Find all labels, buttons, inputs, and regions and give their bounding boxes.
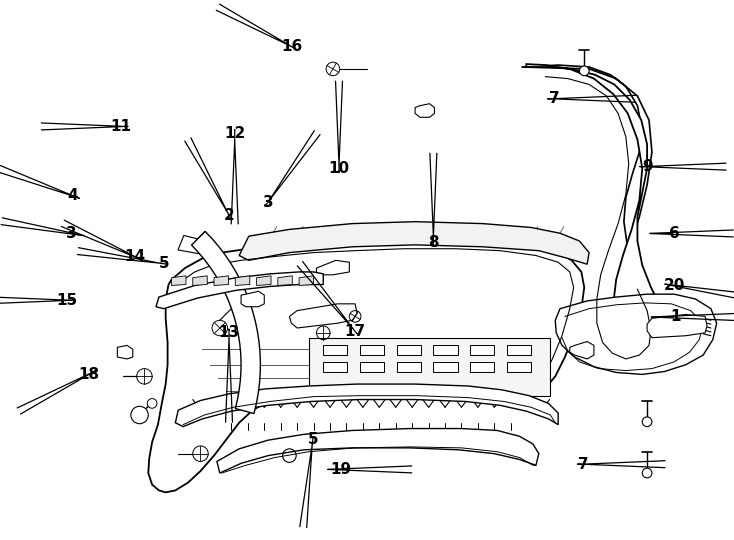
Polygon shape	[507, 346, 531, 355]
Text: 2: 2	[224, 208, 234, 222]
Polygon shape	[117, 346, 133, 359]
Text: 14: 14	[125, 249, 146, 265]
Polygon shape	[323, 362, 347, 372]
Text: 10: 10	[328, 161, 349, 176]
Text: 19: 19	[330, 462, 352, 477]
Circle shape	[642, 417, 652, 427]
Polygon shape	[299, 276, 313, 286]
Polygon shape	[193, 276, 207, 286]
Polygon shape	[277, 276, 292, 286]
Polygon shape	[470, 362, 495, 372]
Polygon shape	[236, 276, 250, 286]
Text: 11: 11	[111, 119, 131, 134]
Text: 17: 17	[345, 324, 366, 339]
Polygon shape	[316, 260, 349, 275]
Polygon shape	[239, 221, 589, 264]
Polygon shape	[434, 362, 457, 372]
Polygon shape	[178, 235, 205, 255]
Circle shape	[642, 468, 652, 478]
Polygon shape	[521, 65, 658, 349]
Polygon shape	[507, 362, 531, 372]
Text: 15: 15	[57, 293, 78, 308]
Polygon shape	[192, 232, 261, 414]
Text: 9: 9	[642, 159, 653, 174]
Text: 18: 18	[78, 367, 99, 382]
Text: 3: 3	[66, 226, 77, 241]
Polygon shape	[647, 314, 707, 338]
Polygon shape	[555, 294, 716, 374]
Polygon shape	[172, 276, 186, 286]
Polygon shape	[156, 272, 323, 309]
Text: 20: 20	[664, 278, 686, 293]
Polygon shape	[470, 346, 495, 355]
Text: 5: 5	[308, 432, 318, 447]
Polygon shape	[175, 384, 558, 427]
Polygon shape	[360, 346, 384, 355]
Polygon shape	[323, 346, 347, 355]
Polygon shape	[289, 304, 357, 328]
Polygon shape	[241, 291, 264, 307]
Text: 6: 6	[669, 226, 680, 241]
Polygon shape	[434, 346, 457, 355]
Circle shape	[148, 399, 157, 408]
Text: 16: 16	[281, 39, 302, 54]
Text: 8: 8	[428, 235, 439, 251]
Polygon shape	[526, 64, 666, 361]
Text: 13: 13	[219, 325, 239, 340]
Circle shape	[131, 406, 148, 424]
Polygon shape	[360, 362, 384, 372]
Polygon shape	[570, 341, 594, 359]
Polygon shape	[257, 276, 271, 286]
Polygon shape	[309, 338, 550, 396]
Polygon shape	[217, 429, 539, 473]
Polygon shape	[148, 241, 584, 492]
Text: 7: 7	[549, 91, 559, 106]
Text: 4: 4	[68, 188, 79, 204]
Text: 1: 1	[671, 309, 681, 325]
Text: 5: 5	[159, 256, 169, 271]
Circle shape	[579, 66, 589, 76]
Polygon shape	[214, 276, 228, 286]
Polygon shape	[415, 104, 435, 117]
Text: 12: 12	[224, 126, 245, 141]
Text: 7: 7	[578, 457, 589, 472]
Text: 3: 3	[263, 194, 273, 210]
Polygon shape	[396, 362, 421, 372]
Polygon shape	[396, 346, 421, 355]
